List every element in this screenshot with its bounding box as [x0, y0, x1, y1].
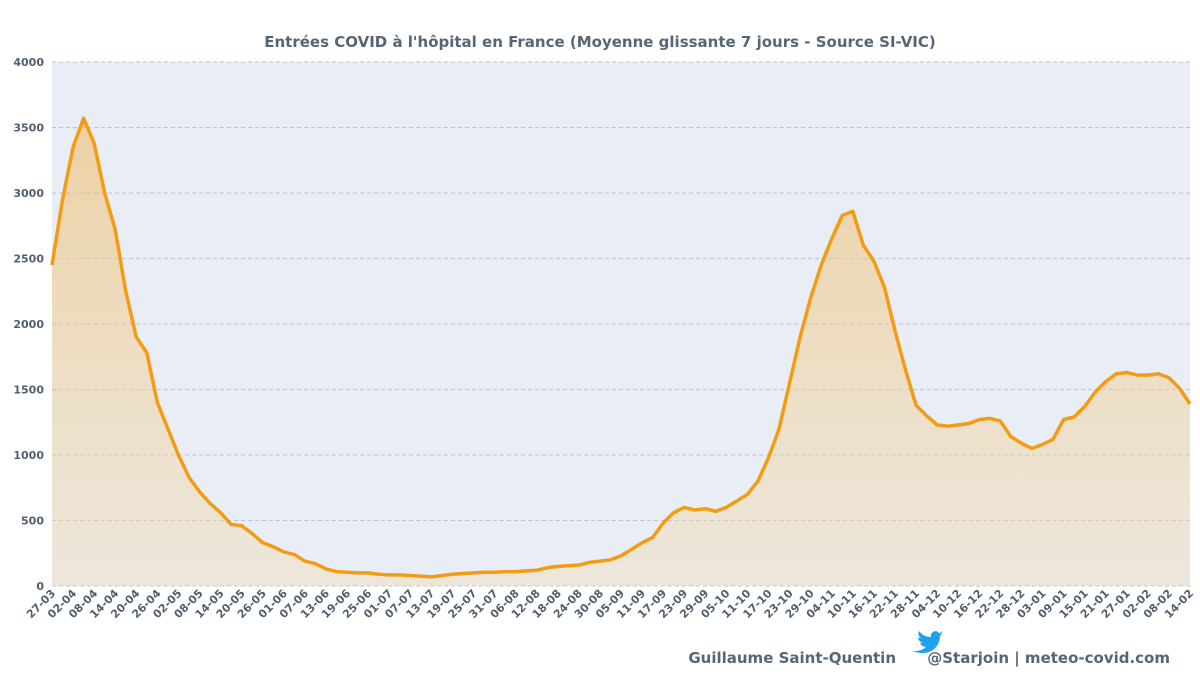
- line: [50, 116, 1192, 579]
- y-tick-label: 4000: [13, 56, 44, 69]
- y-tick-label: 500: [21, 515, 44, 528]
- y-tick-label: 1000: [13, 449, 44, 462]
- twitter-icon: [912, 631, 943, 653]
- credit: @Starjoin | meteo-covid.com: [927, 649, 1170, 668]
- y-tick-label: 1500: [13, 384, 44, 397]
- author: Guillaume Saint-Quentin: [688, 649, 896, 667]
- y-tick-label: 2000: [13, 318, 44, 331]
- area: [52, 118, 1190, 586]
- y-tick-label: 3000: [13, 187, 44, 200]
- chart-title: Entrées COVID à l'hôpital en France (Moy…: [264, 33, 936, 51]
- y-tick-label: 0: [36, 580, 44, 593]
- y-tick-label: 2500: [13, 253, 44, 266]
- y-tick-label: 3500: [13, 122, 44, 135]
